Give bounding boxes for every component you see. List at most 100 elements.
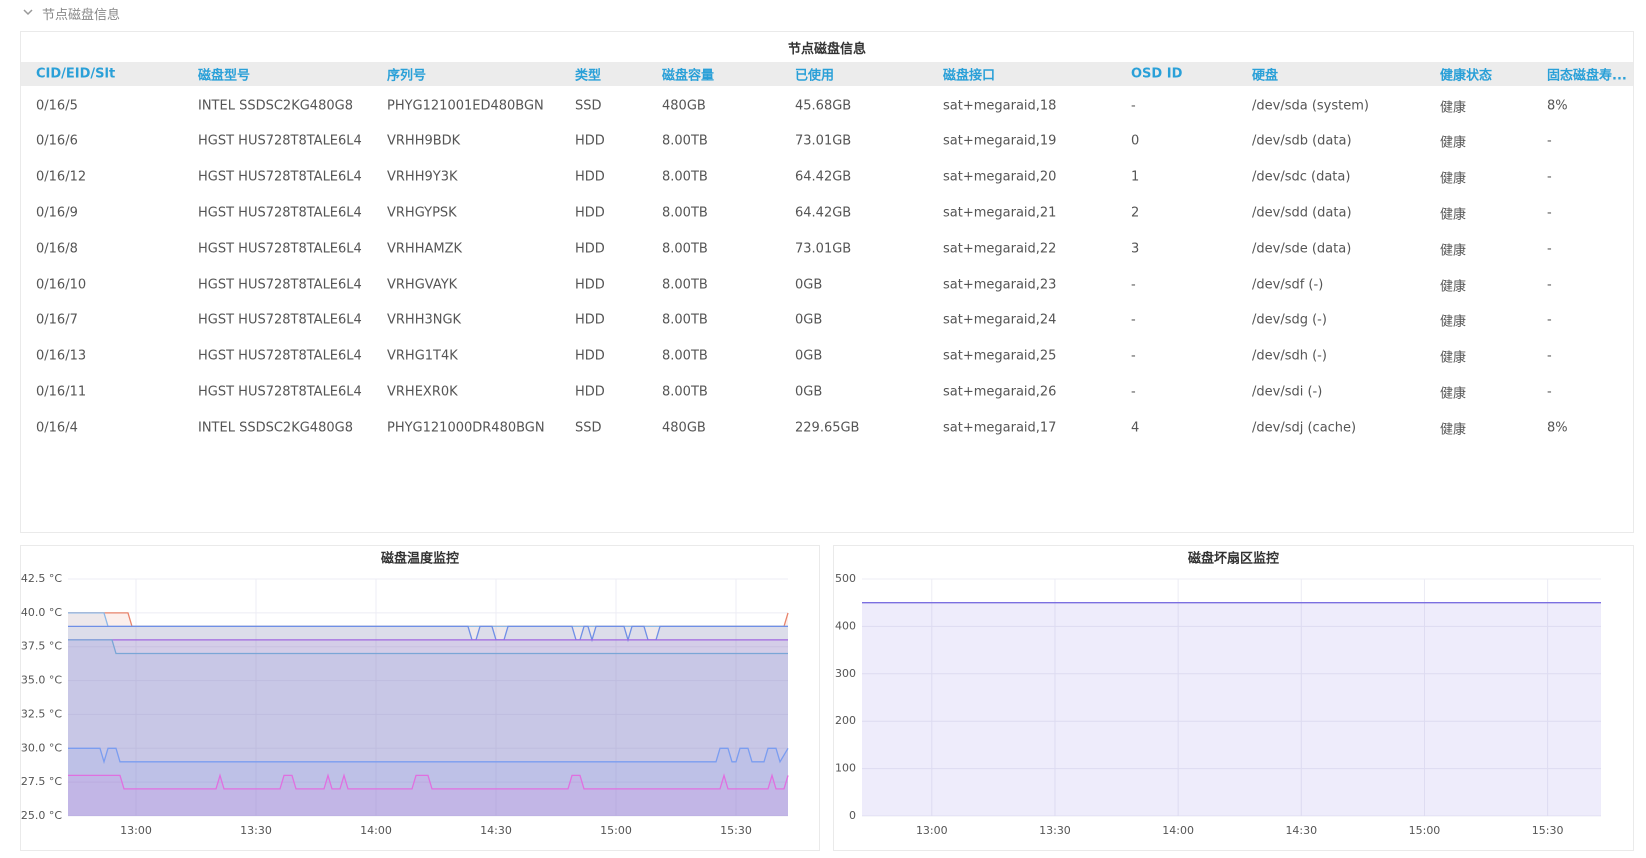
table-cell: 64.42GB <box>795 205 852 221</box>
table-cell: sat+megaraid,17 <box>943 420 1057 436</box>
table-cell: 0/16/10 <box>36 277 87 292</box>
table-cell: 8.00TB <box>662 312 708 328</box>
table-cell: 8.00TB <box>662 169 708 185</box>
table-cell: /dev/sdb (data) <box>1252 133 1352 149</box>
column-header: 类型 <box>575 68 602 84</box>
table-cell: /dev/sde (data) <box>1252 241 1352 257</box>
table-cell: 0/16/11 <box>36 384 87 400</box>
series-line <box>68 773 789 790</box>
table-cell: HGST HUS728T8TALE6L4 <box>198 348 362 364</box>
table-cell: HGST HUS728T8TALE6L4 <box>198 312 362 328</box>
table-cell: - <box>1547 348 1552 364</box>
table-cell: 0GB <box>795 312 823 328</box>
table-cell: PHYG121000DR480BGN <box>387 420 545 436</box>
table-cell: 8.00TB <box>662 133 708 149</box>
table-cell: 0/16/9 <box>36 205 78 221</box>
y-tick-label: 500 <box>835 572 856 585</box>
area-fill <box>68 612 788 816</box>
table-cell: /dev/sdi (-) <box>1252 384 1323 400</box>
table-cell: sat+megaraid,22 <box>943 241 1057 257</box>
table-cell: 0/16/7 <box>36 312 78 328</box>
column-header: 硬盘 <box>1252 68 1279 84</box>
table-cell: 0/16/4 <box>36 420 78 436</box>
table-cell: 64.42GB <box>795 169 852 185</box>
table-cell: HGST HUS728T8TALE6L4 <box>198 241 362 257</box>
x-tick-label: 13:30 <box>240 824 272 837</box>
table-cell: 229.65GB <box>795 420 860 436</box>
table-cell: HDD <box>575 312 605 328</box>
column-header: 磁盘容量 <box>662 68 715 84</box>
column-header: 序列号 <box>387 68 427 84</box>
table-cell: - <box>1131 384 1136 400</box>
table-cell: 健康 <box>1440 279 1467 294</box>
table-cell: 0/16/5 <box>36 98 78 113</box>
table-cell: - <box>1547 169 1552 185</box>
chart-panel <box>833 545 1634 851</box>
table-cell: 健康 <box>1440 135 1467 151</box>
table-cell: 8% <box>1547 420 1568 436</box>
table-cell: HDD <box>575 277 605 292</box>
y-tick-label: 27.5 °C <box>21 775 62 788</box>
table-cell: /dev/sdh (-) <box>1252 348 1327 364</box>
y-tick-label: 30.0 °C <box>21 741 62 754</box>
table-cell: - <box>1131 312 1136 328</box>
table-cell: /dev/sdf (-) <box>1252 277 1324 292</box>
chart-panel <box>20 545 820 851</box>
table-cell: VRHEXR0K <box>387 384 458 400</box>
table-cell: 8.00TB <box>662 241 708 257</box>
table-cell: HDD <box>575 205 605 221</box>
table-cell: 0/16/13 <box>36 348 87 364</box>
collapse-icon[interactable] <box>22 6 34 18</box>
table-cell: /dev/sdc (data) <box>1252 169 1351 185</box>
table-cell: VRHH9BDK <box>387 133 461 149</box>
table-cell: - <box>1131 348 1136 364</box>
y-tick-label: 35.0 °C <box>21 674 62 687</box>
column-header: 健康状态 <box>1440 68 1493 84</box>
table-cell: HGST HUS728T8TALE6L4 <box>198 277 362 292</box>
x-tick-label: 14:00 <box>1162 824 1194 837</box>
area-fill <box>68 612 788 816</box>
table-cell: 健康 <box>1440 171 1467 187</box>
table-cell: sat+megaraid,20 <box>943 169 1057 185</box>
table-cell: HDD <box>575 169 605 185</box>
y-tick-label: 100 <box>835 762 856 775</box>
table-cell: SSD <box>575 420 602 436</box>
table-cell: 8.00TB <box>662 384 708 400</box>
chart-title: 磁盘温度监控 <box>381 551 459 567</box>
section-title[interactable]: 节点磁盘信息 <box>42 8 121 23</box>
y-tick-label: 42.5 °C <box>21 572 62 585</box>
table-cell: - <box>1547 241 1552 257</box>
table-cell: 45.68GB <box>795 98 852 113</box>
table-cell: 健康 <box>1440 386 1467 402</box>
y-tick-label: 300 <box>835 667 856 680</box>
table-cell: - <box>1547 312 1552 328</box>
x-tick-label: 13:00 <box>120 824 152 837</box>
table-cell: 480GB <box>662 420 706 436</box>
y-tick-label: 40.0 °C <box>21 606 62 619</box>
y-tick-label: 37.5 °C <box>21 640 62 653</box>
table-cell: HDD <box>575 348 605 364</box>
x-tick-label: 15:30 <box>1532 824 1564 837</box>
series-line <box>68 747 789 765</box>
x-tick-label: 15:00 <box>1409 824 1441 837</box>
table-cell: SSD <box>575 98 602 113</box>
table-cell: VRHH9Y3K <box>387 169 458 185</box>
chart-title: 磁盘坏扇区监控 <box>1188 551 1279 567</box>
table-cell: sat+megaraid,25 <box>943 348 1057 364</box>
table-cell: /dev/sdg (-) <box>1252 312 1327 328</box>
table-cell: 1 <box>1131 169 1140 185</box>
y-tick-label: 25.0 °C <box>21 809 62 822</box>
table-cell: 0GB <box>795 348 823 364</box>
column-header: CID/EID/Slt <box>36 66 116 82</box>
x-tick-label: 15:00 <box>600 824 632 837</box>
table-cell: /dev/sda (system) <box>1252 98 1369 113</box>
table-cell: 73.01GB <box>795 133 852 149</box>
table-cell: - <box>1547 277 1552 292</box>
table-panel: 节点磁盘信息 CID/EID/Slt 磁盘型号 序列号 类型 磁盘容量 已使用 磁盘接口 OS… <box>20 31 1634 533</box>
table-cell: 8.00TB <box>662 348 708 364</box>
x-tick-label: 14:00 <box>360 824 392 837</box>
table-cell: - <box>1131 98 1136 113</box>
table-cell: 0/16/8 <box>36 241 78 257</box>
table-cell: VRHGVAYK <box>387 277 458 292</box>
table-cell: VRHGYPSK <box>387 205 457 221</box>
